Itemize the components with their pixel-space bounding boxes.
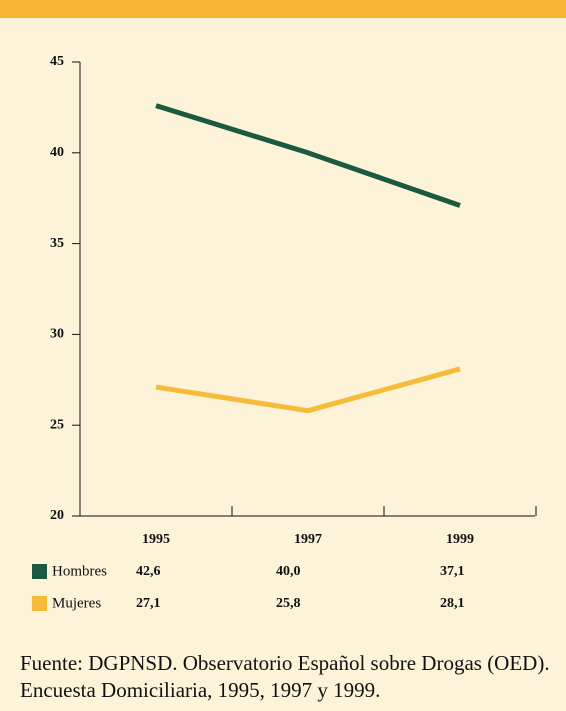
legend-swatch [32, 596, 47, 611]
data-label: 40,0 [276, 564, 301, 579]
y-tick-label: 40 [50, 145, 64, 160]
data-label: 27,1 [136, 596, 161, 611]
data-label: 37,1 [440, 564, 465, 579]
data-label: 28,1 [440, 596, 465, 611]
data-label: 25,8 [276, 596, 301, 611]
legend-label: Mujeres [52, 595, 101, 611]
x-tick-label: 1997 [294, 532, 322, 547]
x-tick-label: 1995 [142, 532, 170, 547]
source-note: Fuente: DGPNSD. Observatorio Español sob… [20, 651, 550, 702]
line-series [155, 103, 461, 208]
x-tick-label: 1999 [446, 532, 474, 547]
y-tick-label: 35 [50, 236, 64, 251]
legend-swatch [32, 564, 47, 579]
header-band [0, 0, 566, 18]
legend-label: Hombres [52, 563, 107, 579]
y-tick-label: 45 [50, 54, 64, 69]
y-tick-label: 25 [50, 417, 64, 432]
y-tick-label: 30 [50, 327, 64, 342]
chart: 20 25 30 35 40 45 1995 1997 1999 Hombres 42,6 40,0 3… [32, 54, 537, 611]
line-series [155, 366, 461, 414]
data-label: 42,6 [136, 564, 161, 579]
y-tick-label: 20 [50, 508, 64, 523]
